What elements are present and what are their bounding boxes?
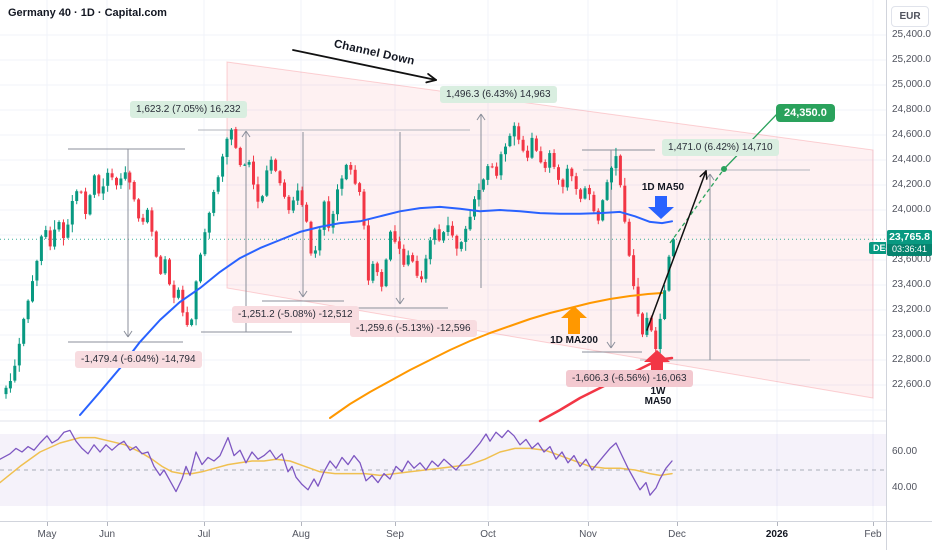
price-axis-label: 24,600.0	[892, 129, 931, 140]
ma50-1w-pointer[interactable]	[644, 350, 670, 384]
price-axis-label: 24,800.0	[892, 104, 931, 115]
axis-horizontal-border	[0, 521, 932, 522]
measure-label[interactable]: 1,496.3 (6.43%) 14,963	[440, 86, 557, 103]
price-axis-label: 23,200.0	[892, 304, 931, 315]
time-axis-tick	[204, 522, 205, 526]
measure-label[interactable]: 1,471.0 (6.42%) 14,710	[662, 139, 779, 156]
ma200-1d-label[interactable]: 1D MA200	[550, 335, 598, 346]
price-axis-label: 23,000.0	[892, 329, 931, 340]
price-axis-label: 25,200.0	[892, 54, 931, 65]
time-axis-label: Aug	[292, 529, 310, 540]
time-axis-tick	[777, 522, 778, 526]
time-axis-label: May	[37, 529, 57, 540]
time-axis-tick	[395, 522, 396, 526]
time-axis-label: Feb	[864, 529, 882, 540]
current-price-badge: 23,765.8 03:36:41	[887, 230, 932, 256]
price-axis-label: 22,800.0	[892, 354, 931, 365]
rsi-axis-label: 40.00	[892, 482, 918, 493]
ma50-1w-label-line2[interactable]: MA50	[644, 396, 672, 407]
time-axis-tick	[588, 522, 589, 526]
currency-button[interactable]: EUR	[891, 6, 929, 27]
price-axis-label: 25,400.0	[892, 29, 931, 40]
time-axis-label: Jun	[98, 529, 116, 540]
time-axis-tick	[301, 522, 302, 526]
time-axis-label: Oct	[480, 529, 496, 540]
price-axis-label: 23,400.0	[892, 279, 931, 290]
price-axis-label: 24,400.0	[892, 154, 931, 165]
measure-label[interactable]: -1,251.2 (-5.08%) -12,512	[232, 306, 359, 323]
chart-pane[interactable]: Germany 40 · 1D · Capital.com Channel Do…	[0, 0, 900, 521]
time-axis-tick	[677, 522, 678, 526]
ma200-1d-pointer[interactable]	[561, 306, 587, 334]
measure-label[interactable]: 1,623.2 (7.05%) 16,232	[130, 101, 247, 118]
price-axis[interactable]: EUR 25,400.0 25,200.0 25,000.0 24,800.0 24,6…	[887, 0, 932, 550]
price-axis-label: 23,600.0	[892, 254, 931, 265]
time-axis-tick	[47, 522, 48, 526]
ma50-1d-pointer[interactable]	[648, 196, 674, 219]
price-axis-label: 24,200.0	[892, 179, 931, 190]
time-axis-label: Jul	[197, 529, 211, 540]
measure-label[interactable]: -1,606.3 (-6.56%) -16,063	[566, 370, 693, 387]
chart-canvas[interactable]	[0, 0, 886, 521]
ma50-1d-label[interactable]: 1D MA50	[641, 182, 685, 193]
time-axis-label: 2026	[765, 529, 789, 540]
current-price: 23,765.8	[889, 231, 930, 243]
time-axis-tick	[107, 522, 108, 526]
symbol-title: Germany 40 · 1D · Capital.com	[8, 7, 167, 19]
price-axis-label: 24,000.0	[892, 204, 931, 215]
price-axis-label: 22,600.0	[892, 379, 931, 390]
ma50-1w-label-line1[interactable]: 1W	[650, 386, 666, 397]
time-axis[interactable]: May Jun Jul Aug Sep Oct Nov Dec 2026 Feb	[0, 522, 932, 550]
time-axis-tick	[873, 522, 874, 526]
time-axis-label: Dec	[668, 529, 686, 540]
axis-vertical-border	[886, 0, 887, 550]
time-axis-tick	[488, 522, 489, 526]
rsi-axis-label: 60.00	[892, 446, 918, 457]
measure-label[interactable]: -1,259.6 (-5.13%) -12,596	[350, 320, 477, 337]
measure-label[interactable]: -1,479.4 (-6.04%) -14,794	[75, 351, 202, 368]
time-axis-label: Sep	[386, 529, 404, 540]
price-axis-label: 25,000.0	[892, 79, 931, 90]
price-target-badge[interactable]: 24,350.0	[776, 104, 835, 122]
time-axis-label: Nov	[579, 529, 597, 540]
countdown-timer: 03:36:41	[887, 244, 932, 256]
